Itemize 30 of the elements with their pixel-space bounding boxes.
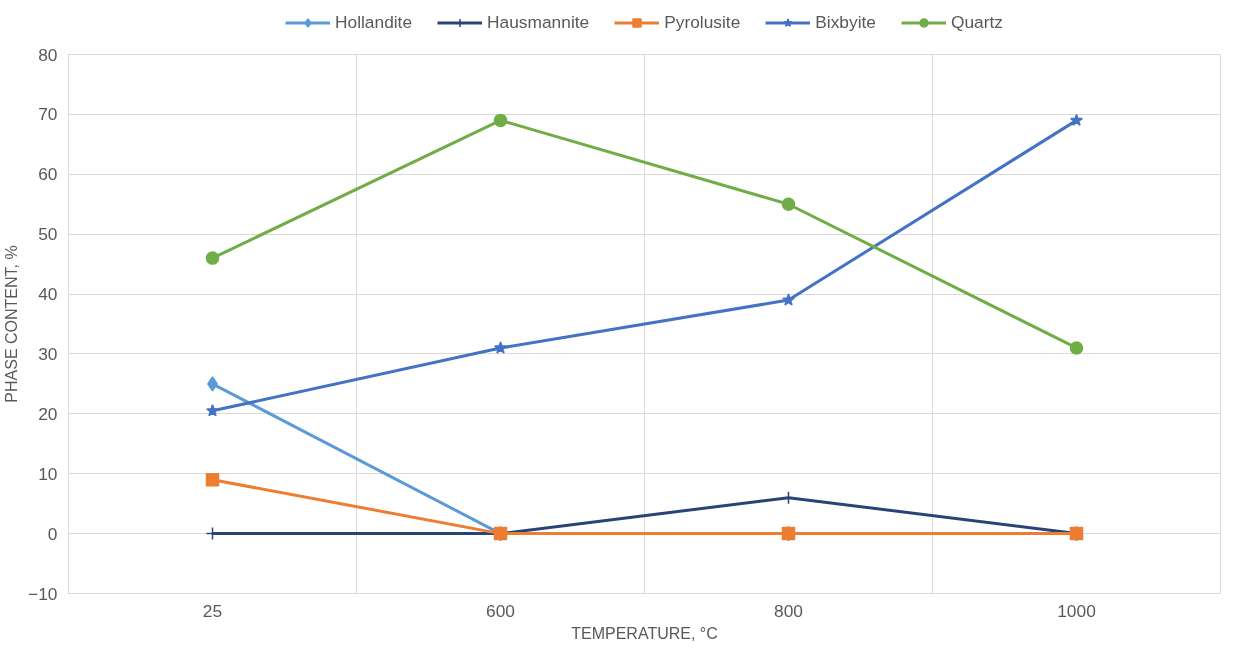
y-tick-label: 80 — [38, 44, 58, 65]
x-axis-title: TEMPERATURE, °C — [571, 624, 718, 642]
y-tick-label: 10 — [38, 463, 58, 484]
y-axis-title: PHASE CONTENT, % — [3, 245, 21, 403]
point — [782, 293, 795, 306]
y-tick-label: 20 — [38, 403, 58, 424]
legend-label: Bixbyite — [815, 11, 876, 33]
point — [493, 113, 508, 128]
y-tick-label: −10 — [28, 583, 58, 604]
x-tick-label: 600 — [486, 600, 515, 621]
y-tick-label: 50 — [38, 224, 58, 245]
y-tick-label: 60 — [38, 164, 58, 185]
point — [781, 197, 796, 211]
y-tick-label: 0 — [47, 523, 58, 544]
point — [1070, 113, 1083, 126]
x-tick-label: 25 — [202, 600, 223, 621]
point — [205, 472, 220, 487]
point — [205, 251, 220, 265]
point — [494, 341, 507, 354]
y-tick-label: 40 — [38, 284, 58, 305]
legend-label: Hollandite — [335, 11, 413, 33]
y-tick-label: 30 — [38, 343, 58, 364]
y-tick-label: 70 — [38, 104, 58, 125]
x-tick-label: 1000 — [1057, 600, 1096, 621]
legend-label: Quartz — [950, 11, 1003, 33]
x-tick-label: 800 — [774, 600, 803, 621]
legend-label: Hausmannite — [487, 11, 590, 33]
point — [1069, 341, 1084, 355]
legend-label: Pyrolusite — [664, 11, 741, 33]
point — [206, 404, 219, 417]
